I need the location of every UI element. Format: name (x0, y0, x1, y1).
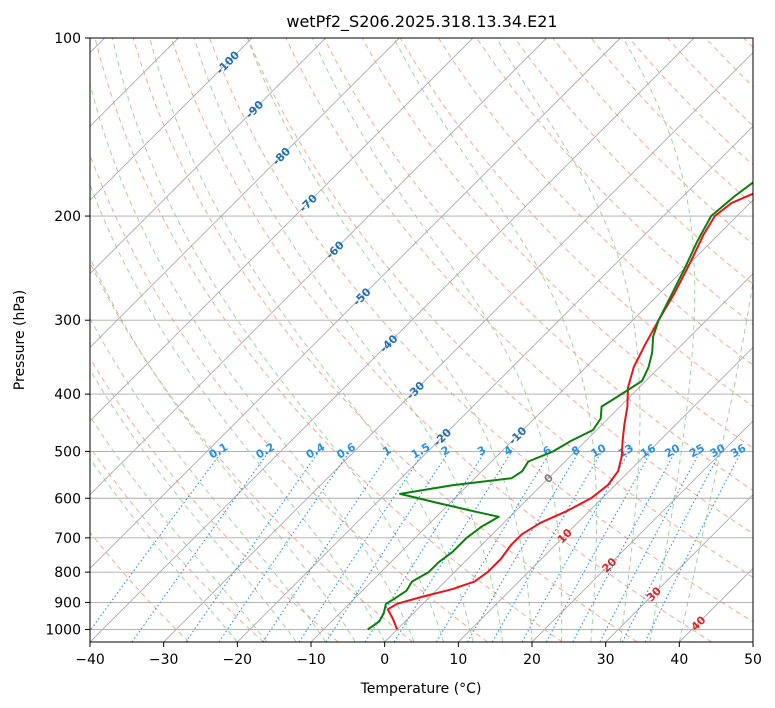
isotherm-line (90, 38, 326, 275)
dry-adiabat-line (90, 153, 488, 642)
moist-adiabat-line (622, 38, 696, 642)
mixing-ratio-line (218, 451, 351, 642)
y-tick-label: 200 (54, 209, 81, 225)
dry-adiabat-line (247, 38, 753, 578)
moist-adiabat-line (393, 38, 597, 642)
x-axis-label: Temperature (°C) (360, 681, 482, 697)
y-tick-label: 600 (54, 491, 81, 507)
mixing-ratio-line (521, 451, 630, 642)
isotherm-line (90, 38, 474, 422)
dry-adiabat-line (514, 38, 753, 285)
moist-adiabat-line (90, 183, 386, 642)
mixing-ratio-line (298, 451, 425, 642)
isotherm-line (90, 38, 253, 201)
dry-adiabat-line (209, 38, 753, 623)
y-tick-label: 300 (54, 313, 81, 329)
plot-frame (89, 37, 754, 643)
dry-adiabat-line (170, 38, 712, 642)
isotherm-line (458, 346, 753, 642)
x-tick-label: 0 (380, 652, 389, 668)
dry-adiabat-line (94, 38, 563, 642)
mixing-ratio-line (572, 451, 676, 642)
dry-adiabat-line (399, 38, 753, 408)
x-tick-label: −40 (75, 652, 105, 668)
mixing-ratio-line (325, 451, 450, 642)
isotherm-line (90, 38, 400, 348)
y-tick-label: 700 (54, 531, 81, 547)
isotherm-line (605, 494, 753, 642)
moist-adiabat-line (246, 38, 533, 642)
x-tick-label: 50 (744, 652, 762, 668)
plot-area: 0.1 0.2 0.4 0.6 1 1.5 2 3 4 6 8 10 13 16 20 25 30 36-100-… (90, 38, 753, 642)
moist-adiabat-line (111, 38, 445, 642)
y-tick-label: 900 (54, 595, 81, 611)
dry-adiabat-line (132, 38, 638, 642)
y-tick-label: 1000 (45, 622, 81, 638)
isotherm-line (384, 273, 753, 642)
mixing-ratio-line (262, 451, 391, 642)
y-tick-label: 400 (54, 387, 81, 403)
moist-adiabat-line (90, 81, 415, 642)
axes: −40 −30 −20 −10 0 10 20 30 40 50 100 200 300 400 500 60… (45, 31, 762, 668)
mixing-ratio-line (393, 451, 513, 642)
y-tick-label: 100 (54, 31, 81, 47)
mixing-ratio-line (185, 451, 320, 642)
isotherm-line (90, 38, 695, 642)
moist-adiabat-line (312, 38, 563, 642)
x-tick-label: 40 (670, 652, 688, 668)
mixing-ratio-line (621, 451, 722, 642)
x-tick-label: 20 (523, 652, 541, 668)
isotherm-line (237, 125, 753, 642)
temperature-profile (386, 192, 753, 630)
dry-adiabat-line (90, 531, 190, 642)
moist-adiabat-line (90, 457, 238, 642)
chart-title: wetPf2_S206.2025.318.13.34.E21 (286, 12, 557, 32)
moist-adiabat-line (90, 415, 268, 642)
mixing-ratio-line (545, 451, 652, 642)
dry-adiabat-line (90, 446, 264, 642)
y-tick-label: 800 (54, 565, 81, 581)
x-tick-label: 30 (597, 652, 615, 668)
x-tick-label: −20 (223, 652, 253, 668)
isotherm-line (163, 52, 753, 642)
moist-adiabat-line (495, 38, 641, 642)
x-tick-label: 10 (449, 652, 467, 668)
isotherm-line (90, 38, 621, 569)
mixing-ratio-line (131, 451, 270, 642)
y-tick-label: 500 (54, 444, 81, 460)
x-tick-label: −10 (296, 652, 326, 668)
mixing-ratio-line (644, 451, 742, 642)
y-axis-label: Pressure (hPa) (12, 290, 28, 390)
isotherm-line (90, 38, 547, 496)
moist-adiabat-line (90, 256, 356, 642)
mixing-ratio-line (90, 451, 223, 632)
dewpoint-profile (367, 181, 753, 631)
x-tick-label: −30 (149, 652, 179, 668)
dry-adiabat-line (90, 357, 339, 642)
isotherm-line (310, 199, 753, 642)
isotherm-line (531, 420, 753, 642)
